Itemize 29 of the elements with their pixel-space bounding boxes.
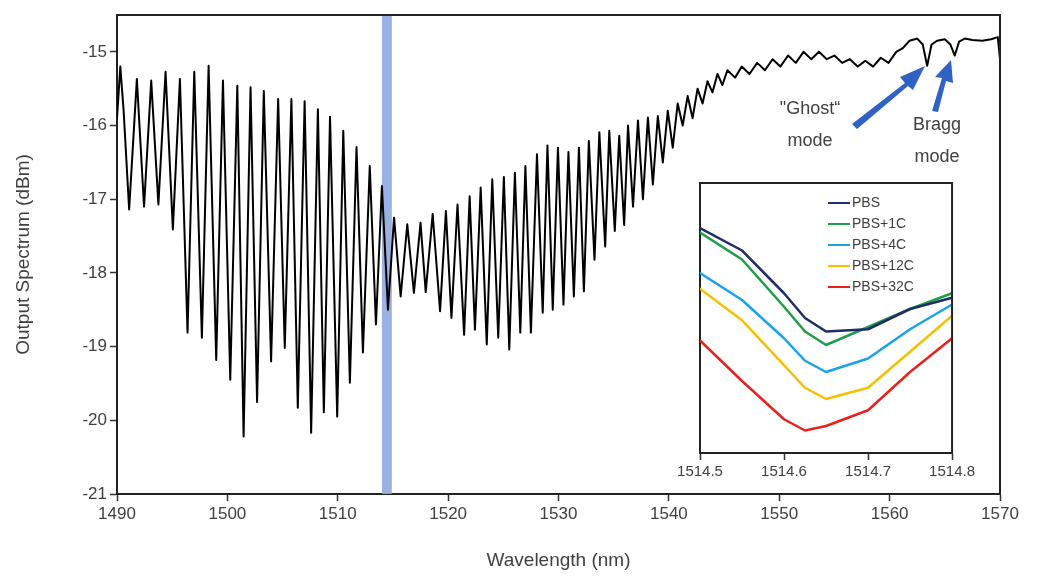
x-tick-label: 1560 <box>870 503 909 523</box>
legend-label: PBS+12C <box>851 256 914 275</box>
y-tick-label: -19 <box>82 336 107 356</box>
annotation: Bragg mode <box>911 113 962 168</box>
y-tick-label: -15 <box>82 41 107 61</box>
y-axis-title: Output Spectrum (dBm) <box>11 154 33 355</box>
legend-label: PBS+4C <box>851 235 908 254</box>
x-tick-label: 1514.8 <box>929 462 976 480</box>
y-tick-label: -17 <box>82 188 107 208</box>
x-tick-label: 1490 <box>98 503 136 523</box>
annotation: "Ghost“ mode <box>778 97 842 152</box>
legend-label: PBS+32C <box>851 277 914 296</box>
x-tick-label: 1550 <box>760 503 799 523</box>
legend-label: PBS+1C <box>851 214 908 233</box>
y-tick-label: -20 <box>82 410 107 429</box>
x-tick-label: 1514.5 <box>677 462 723 480</box>
x-tick-label: 1514.6 <box>761 462 807 480</box>
y-tick-label: -21 <box>82 483 107 503</box>
x-tick-label: 1540 <box>649 503 688 523</box>
x-tick-label: 1514.7 <box>845 462 891 480</box>
legend-label: PBS <box>851 193 881 212</box>
x-axis-title: Wavelength (nm) <box>486 548 631 570</box>
x-tick-label: 1510 <box>318 503 357 523</box>
x-tick-label: 1570 <box>981 503 1019 523</box>
x-tick-label: 1520 <box>429 503 468 523</box>
x-tick-label: 1530 <box>539 503 578 523</box>
y-tick-label: -16 <box>82 115 107 135</box>
x-tick-label: 1500 <box>208 503 247 523</box>
y-tick-label: -18 <box>82 262 107 282</box>
